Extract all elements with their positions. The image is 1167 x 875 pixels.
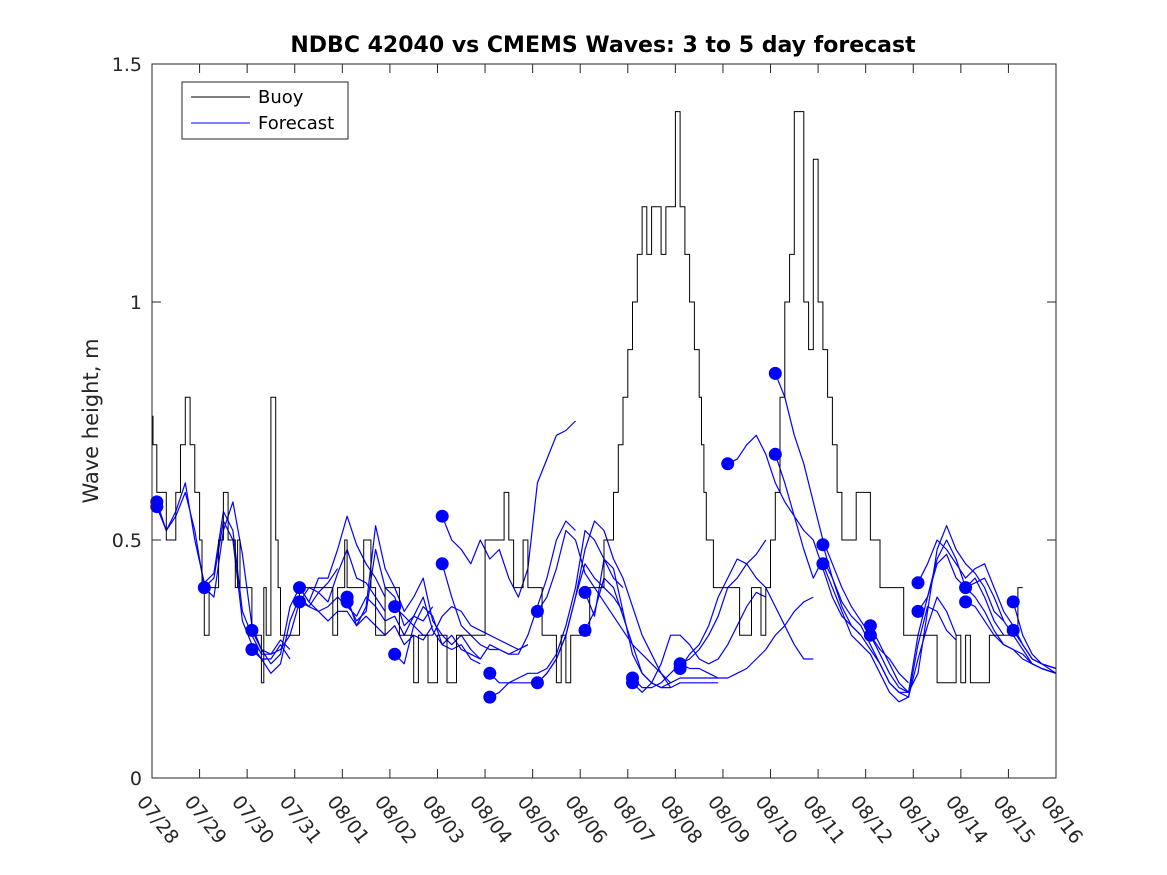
- forecast-marker-12: [435, 557, 449, 571]
- forecast-series-group: [156, 373, 1057, 703]
- forecast-marker-30: [911, 576, 925, 590]
- forecast-marker-1: [150, 500, 164, 514]
- forecast-marker-13: [483, 666, 497, 680]
- forecast-line-28: [869, 525, 1005, 693]
- forecast-line-22: [679, 558, 814, 669]
- buoy-series-group: [152, 111, 1023, 684]
- forecast-marker-32: [959, 581, 973, 595]
- forecast-marker-24: [768, 366, 782, 380]
- forecast-marker-35: [1006, 623, 1020, 637]
- forecast-line-26: [822, 544, 957, 698]
- chart-title: NDBC 42040 vs CMEMS Waves: 3 to 5 day fo…: [290, 33, 916, 58]
- forecast-marker-4: [245, 643, 259, 656]
- axes-frame: [151, 63, 1057, 779]
- y-axis-label: Wave height, m: [79, 338, 103, 503]
- legend-forecast-label: Forecast: [258, 113, 334, 134]
- forecast-markers-group: [150, 366, 1020, 704]
- forecast-marker-3: [245, 623, 259, 637]
- forecast-marker-15: [530, 676, 544, 690]
- forecast-marker-33: [959, 595, 973, 609]
- forecast-marker-29: [863, 628, 877, 642]
- forecast-marker-10: [388, 647, 402, 661]
- forecast-marker-22: [673, 662, 687, 675]
- forecast-line-27: [822, 563, 957, 703]
- forecast-marker-2: [197, 581, 211, 595]
- forecast-marker-27: [816, 557, 830, 571]
- forecast-marker-9: [388, 600, 402, 614]
- forecast-marker-14: [483, 690, 497, 704]
- forecast-line-12: [441, 520, 576, 655]
- forecast-line-8: [346, 548, 481, 665]
- forecast-marker-16: [530, 604, 544, 618]
- forecast-line-29: [869, 539, 1005, 693]
- forecast-line-21: [679, 596, 814, 679]
- forecast-marker-25: [768, 447, 782, 461]
- y-tick-label-1: 0.5: [112, 530, 142, 552]
- plot-area: [152, 64, 1056, 778]
- y-tick-label-3: 1.5: [112, 54, 142, 76]
- forecast-line-34: [1012, 601, 1057, 670]
- forecast-line-2: [203, 501, 339, 655]
- forecast-marker-34: [1006, 595, 1020, 609]
- forecast-line-15: [536, 520, 672, 688]
- forecast-marker-11: [435, 509, 449, 523]
- legend-box: [181, 81, 349, 140]
- forecast-line-3: [251, 515, 386, 665]
- forecast-line-9: [394, 605, 529, 651]
- buoy-line: [152, 111, 1023, 684]
- forecast-marker-18: [578, 623, 592, 637]
- forecast-marker-8: [340, 595, 354, 609]
- forecast-marker-20: [626, 676, 639, 690]
- forecast-marker-31: [911, 604, 925, 618]
- forecast-marker-26: [816, 538, 830, 552]
- forecast-line-33: [965, 601, 1057, 674]
- forecast-line-11: [441, 420, 576, 598]
- y-tick-label-2: 1: [130, 292, 142, 314]
- legend-buoy-label: Buoy: [258, 87, 304, 108]
- forecast-line-4: [251, 548, 386, 674]
- forecast-line-20: [632, 591, 767, 693]
- forecast-line-7: [346, 525, 481, 660]
- forecast-line-24: [774, 373, 909, 684]
- forecast-line-35: [1012, 630, 1057, 674]
- forecast-marker-23: [721, 457, 735, 471]
- forecast-marker-5: [293, 581, 306, 595]
- forecast-line-16: [536, 529, 672, 684]
- forecast-marker-17: [578, 585, 592, 599]
- forecast-marker-28: [863, 619, 877, 633]
- legend: Buoy Forecast: [181, 81, 349, 140]
- forecast-line-19: [632, 539, 767, 689]
- forecast-marker-6: [293, 595, 306, 609]
- forecast-line-31: [917, 553, 1057, 674]
- y-tick-label-0: 0: [130, 768, 142, 790]
